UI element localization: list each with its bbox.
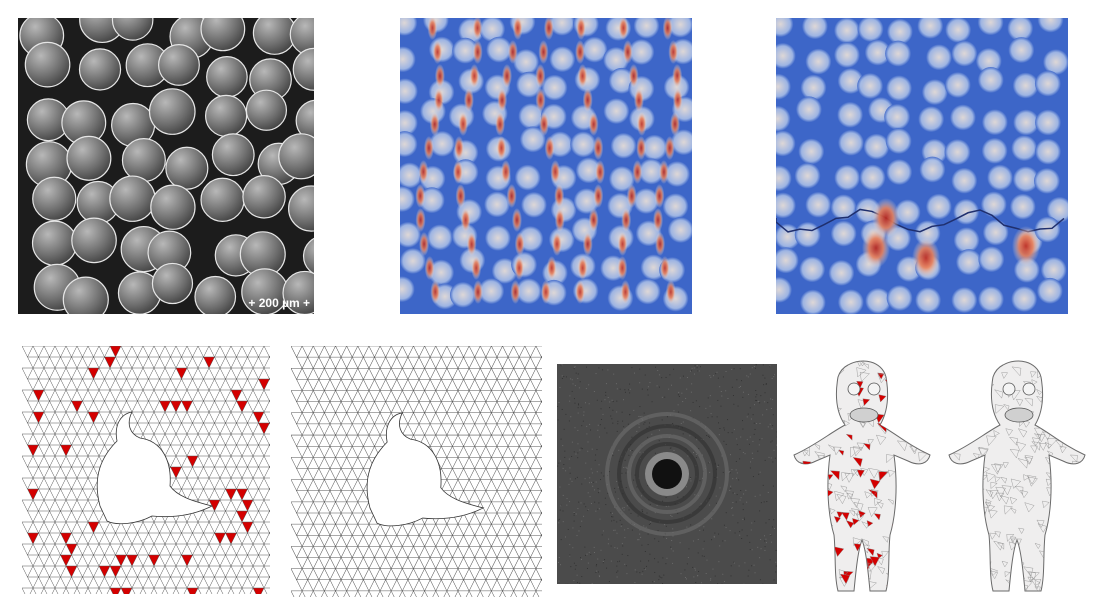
- dolphin-mesh-flagged: [22, 346, 270, 594]
- stress-field-chains-panel: [400, 18, 692, 314]
- stress-field-crack-panel: [776, 18, 1068, 314]
- spectrum-panel: [557, 364, 777, 584]
- figure-mesh-refined-panel: [945, 355, 1090, 595]
- figure-mesh-flagged: [793, 360, 931, 592]
- dolphin-mesh-flagged-panel: [22, 346, 270, 594]
- stress-field-chains: [400, 18, 692, 312]
- spectrum-rings: [557, 364, 777, 584]
- figure-mesh-refined: [948, 360, 1086, 592]
- sem-micrograph-panel: + 200 µm +: [18, 18, 314, 314]
- scale-bar-label: + 200 µm +: [248, 296, 310, 310]
- dolphin-mesh-refined: [291, 346, 542, 597]
- sem-micrograph: [19, 18, 314, 314]
- dolphin-mesh-refined-panel: [291, 346, 542, 597]
- figure-mesh-flagged-panel: [790, 355, 935, 595]
- stress-field-crack: [776, 18, 1068, 314]
